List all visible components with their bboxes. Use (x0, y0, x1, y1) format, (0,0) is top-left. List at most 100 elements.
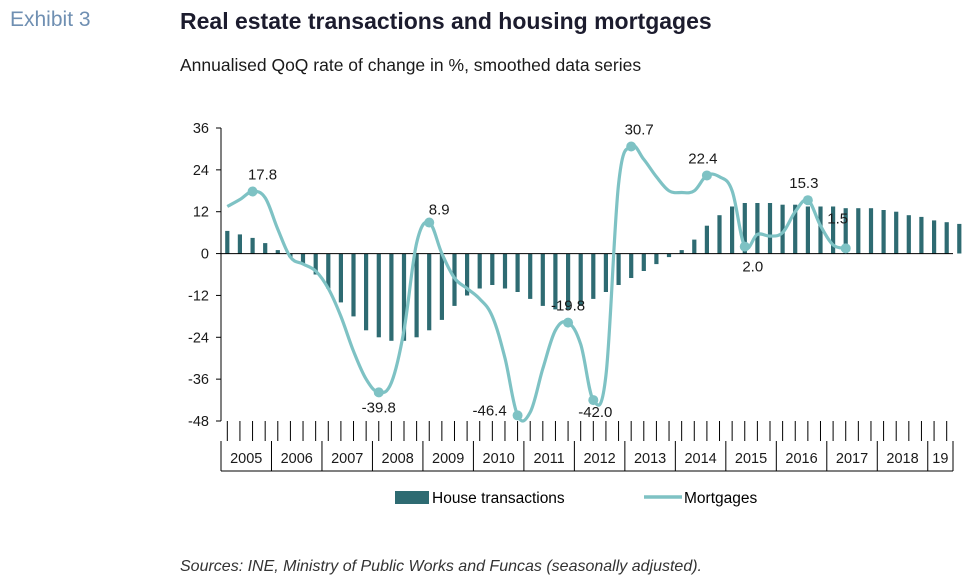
data-marker (373, 387, 384, 398)
legend-bars-swatch (395, 491, 429, 504)
bar (389, 253, 394, 341)
data-marker (701, 170, 712, 181)
bar (730, 206, 735, 254)
bar (894, 211, 899, 254)
x-tick-label: 2008 (382, 451, 414, 467)
data-labels: 17.8 -39.8 8.9 -46.4 -19.8 -42.0 30.7 22.4 2.0 15… (247, 121, 851, 421)
x-tick-label: 2010 (483, 451, 515, 467)
x-tick-label: 2016 (785, 451, 817, 467)
data-label: 2.0 (742, 259, 763, 276)
bar (364, 253, 369, 331)
x-tick-label: 2013 (634, 451, 666, 467)
chart-subtitle: Annualised QoQ rate of change in %, smoo… (180, 55, 642, 75)
bar (641, 253, 646, 271)
data-marker (802, 195, 813, 206)
bar (591, 253, 596, 299)
data-label: 22.4 (688, 150, 717, 167)
y-tick-label: -48 (188, 414, 209, 430)
data-label: 17.8 (248, 166, 277, 183)
bar (755, 203, 760, 254)
bar (856, 208, 861, 254)
bar (957, 223, 962, 254)
y-tick-label: 0 (201, 247, 209, 263)
data-marker (247, 186, 258, 197)
bar (263, 243, 268, 254)
bar (540, 253, 545, 306)
x-tick-label: 2012 (583, 451, 615, 467)
bar (818, 206, 823, 254)
bar (225, 230, 230, 254)
x-tick-label: 2011 (534, 451, 565, 467)
data-marker (739, 241, 750, 252)
bar (767, 203, 773, 254)
bar (831, 206, 836, 254)
data-marker (424, 217, 435, 228)
bar (679, 250, 684, 254)
bar (275, 250, 280, 254)
bar (401, 253, 407, 341)
bar (704, 225, 709, 254)
bar (629, 253, 634, 278)
bar-series-house-transactions (225, 203, 962, 341)
bar (414, 253, 419, 338)
bar (881, 210, 886, 254)
data-label: 8.9 (429, 202, 450, 219)
bar (313, 253, 318, 275)
x-tick-label: 2009 (432, 451, 464, 467)
source-note: Sources: INE, Ministry of Public Works a… (180, 558, 702, 575)
data-label: -46.4 (472, 402, 506, 419)
bar (793, 204, 798, 254)
y-tick-label: -12 (188, 288, 209, 304)
chart-title: Real estate transactions and housing mor… (180, 8, 712, 34)
bar (805, 206, 810, 254)
bar (515, 253, 520, 292)
bar (616, 253, 621, 285)
y-tick-label: 36 (193, 121, 209, 137)
legend-bars-label: House transactions (432, 490, 565, 507)
bar (944, 222, 949, 254)
bar (439, 253, 444, 320)
y-tick-label: -24 (188, 330, 209, 346)
bar (692, 239, 697, 254)
bar (566, 253, 571, 310)
data-label: -42.0 (578, 404, 612, 421)
bar (300, 253, 306, 265)
bar (465, 253, 470, 296)
y-tick-label: 24 (193, 163, 209, 179)
bar (351, 253, 356, 317)
bar (237, 234, 242, 254)
data-marker (563, 317, 574, 328)
data-label: 1.5 (827, 210, 848, 227)
chart-axes: 36 24 12 0 -12 -24 -36 -48 2005 2006 2007 2008 2009 2… (188, 121, 954, 472)
data-label: 30.7 (625, 121, 654, 138)
x-tick-label: 19 (932, 451, 948, 467)
bar (932, 220, 937, 254)
bar (843, 208, 848, 254)
bar (654, 253, 659, 265)
legend-line-label: Mortgages (684, 490, 757, 507)
bar (578, 253, 583, 306)
bar (603, 253, 608, 292)
bar (528, 253, 533, 299)
bar (553, 253, 558, 310)
data-label: 15.3 (789, 175, 818, 192)
bar (250, 237, 255, 254)
line-series-mortgages (226, 143, 847, 423)
bar (376, 253, 381, 338)
exhibit-label: Exhibit 3 (10, 8, 91, 31)
x-tick-label: 2017 (836, 451, 868, 467)
x-tick-label: 2014 (684, 451, 716, 467)
bar (717, 215, 722, 254)
bar (477, 253, 482, 289)
bar (780, 204, 785, 254)
data-marker (588, 395, 599, 406)
data-label: -39.8 (362, 399, 396, 416)
bar (338, 253, 343, 303)
legend: House transactions Mortgages (395, 490, 757, 507)
bar (919, 216, 924, 254)
y-tick-label: 12 (193, 205, 209, 221)
x-tick-label: 2018 (886, 451, 918, 467)
bar (427, 253, 432, 331)
mortgages-line (226, 143, 847, 423)
